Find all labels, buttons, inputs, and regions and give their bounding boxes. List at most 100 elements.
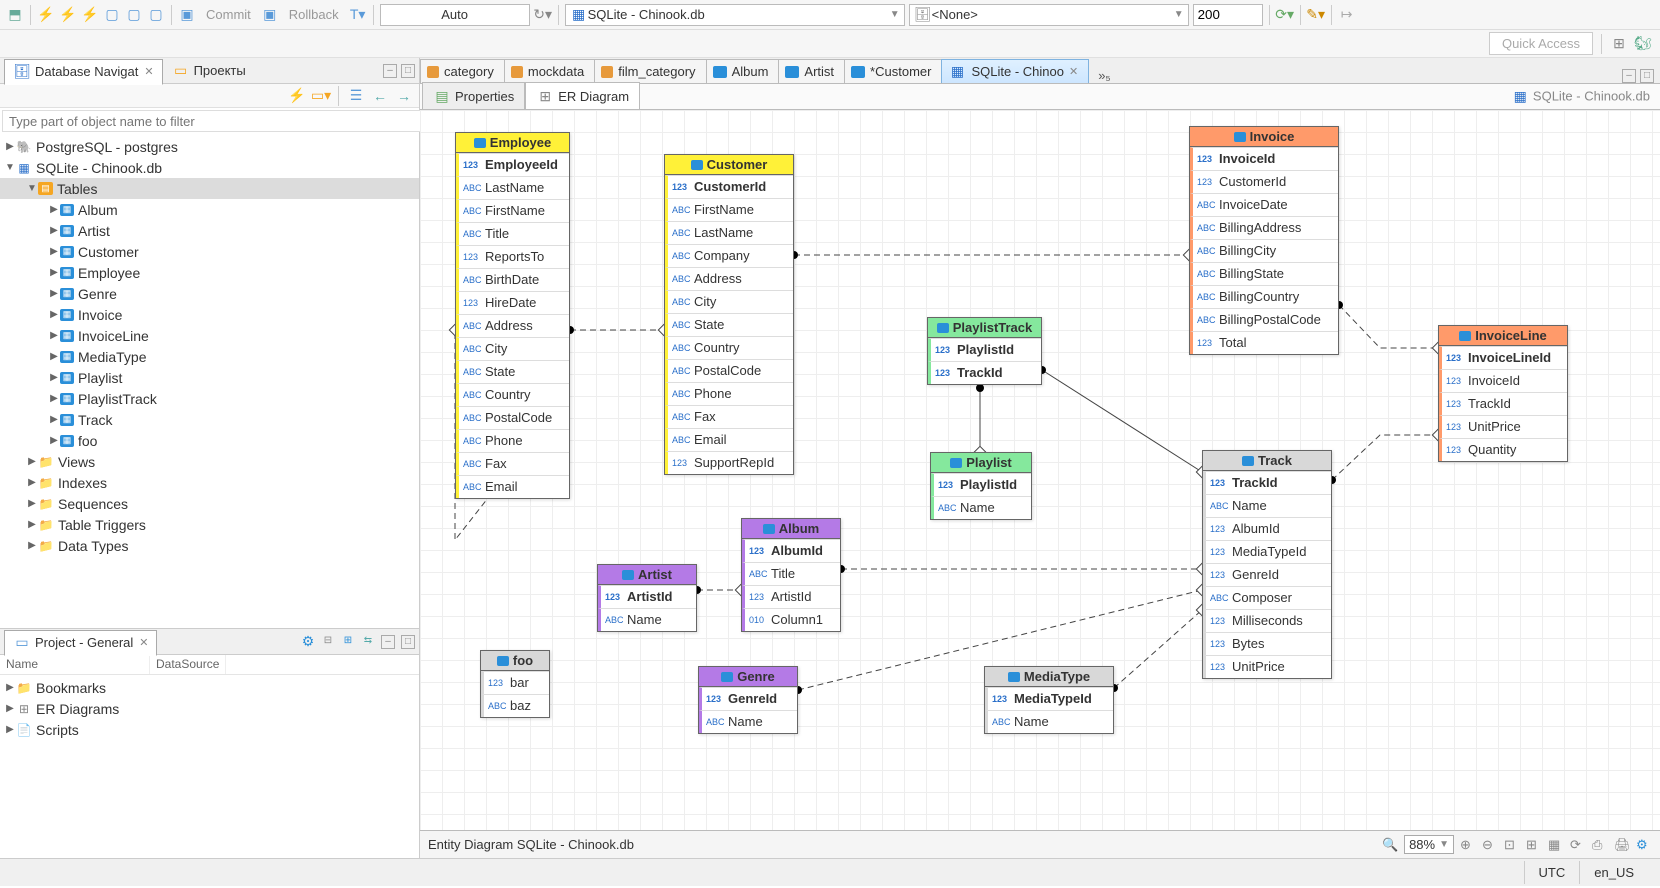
er-diagram-canvas[interactable]: Employee123EmployeeIdABCLastNameABCFirst… xyxy=(420,110,1660,830)
maximize-icon[interactable]: □ xyxy=(401,635,415,649)
tree-row[interactable]: ▶📄Scripts xyxy=(0,719,419,740)
export-icon[interactable]: ⎙ xyxy=(1592,837,1608,853)
tree-row[interactable]: ▶▦Playlist xyxy=(0,367,419,388)
tree-row[interactable]: ▶📁Sequences xyxy=(0,493,419,514)
refresh-icon[interactable]: ⟳ xyxy=(1570,837,1586,853)
txn-mode-combo[interactable]: Auto xyxy=(380,4,530,26)
project-tab[interactable]: ▭ Project - General✕ xyxy=(4,630,157,656)
txn-icon[interactable]: T▾ xyxy=(349,6,367,24)
commit-icon[interactable]: ▣ xyxy=(178,6,196,24)
tree-row[interactable]: ▼▦SQLite - Chinook.db xyxy=(0,157,419,178)
er-table-playlisttrack[interactable]: PlaylistTrack123PlaylistId123TrackId xyxy=(927,317,1042,385)
tree-row[interactable]: ▶▦PlaylistTrack xyxy=(0,388,419,409)
tab-overflow[interactable]: »₅ xyxy=(1092,68,1116,83)
filter-icon[interactable]: ☰ xyxy=(347,87,365,105)
tree-row[interactable]: ▶📁Views xyxy=(0,451,419,472)
close-icon[interactable]: ✕ xyxy=(1069,65,1078,78)
sql-editor-icon[interactable]: ▢ xyxy=(147,6,165,24)
editor-tab[interactable]: mockdata xyxy=(504,59,595,83)
sql-editor-icon[interactable]: ▢ xyxy=(125,6,143,24)
tree-row[interactable]: ▶🐘PostgreSQL - postgres xyxy=(0,136,419,157)
editor-tab[interactable]: Album xyxy=(706,59,780,83)
col-name[interactable]: Name xyxy=(0,655,150,674)
row-limit-input[interactable] xyxy=(1193,4,1263,26)
dbeaver-icon[interactable]: 🐿 xyxy=(1634,35,1652,53)
maximize-icon[interactable]: □ xyxy=(1640,69,1654,83)
editor-tab[interactable]: film_category xyxy=(594,59,706,83)
er-table-customer[interactable]: Customer123CustomerIdABCFirstNameABCLast… xyxy=(664,154,794,475)
tree-row[interactable]: ▶▦Customer xyxy=(0,241,419,262)
link-icon[interactable]: ⊞ xyxy=(341,635,355,649)
refresh-icon[interactable]: ⇆ xyxy=(361,635,375,649)
tree-row[interactable]: ▶📁Bookmarks xyxy=(0,677,419,698)
tree-row[interactable]: ▶▦foo xyxy=(0,430,419,451)
tree-row[interactable]: ▼▤Tables xyxy=(0,178,419,199)
tree-row[interactable]: ▶▦Genre xyxy=(0,283,419,304)
er-table-artist[interactable]: Artist123ArtistIdABCName xyxy=(597,564,697,632)
col-datasource[interactable]: DataSource xyxy=(150,655,226,674)
tree-row[interactable]: ▶📁Data Types xyxy=(0,535,419,556)
er-table-genre[interactable]: Genre123GenreIdABCName xyxy=(698,666,798,734)
er-table-track[interactable]: Track123TrackIdABCName123AlbumId123Media… xyxy=(1202,450,1332,679)
folder-icon[interactable]: ▭▾ xyxy=(312,87,330,105)
maximize-icon[interactable]: □ xyxy=(401,64,415,78)
rollback-button[interactable]: Rollback xyxy=(283,5,345,24)
zoom-in-icon[interactable]: ⊕ xyxy=(1460,837,1476,853)
minimize-icon[interactable]: ‒ xyxy=(383,64,397,78)
datasource-combo[interactable]: ▦ SQLite - Chinook.db▼ xyxy=(565,4,905,26)
layout-icon[interactable]: ▦ xyxy=(1548,837,1564,853)
editor-tab[interactable]: Artist xyxy=(778,59,845,83)
stop-icon[interactable]: ✎▾ xyxy=(1307,6,1325,24)
er-table-playlist[interactable]: Playlist123PlaylistIdABCName xyxy=(930,452,1032,520)
er-table-foo[interactable]: foo123barABCbaz xyxy=(480,650,550,718)
tree-row[interactable]: ▶📁Indexes xyxy=(0,472,419,493)
tree-row[interactable]: ▶⊞ER Diagrams xyxy=(0,698,419,719)
schema-combo[interactable]: 🗄 <None>▼ xyxy=(909,4,1189,26)
search-icon[interactable]: 🔍 xyxy=(1382,837,1398,853)
er-table-invoiceline[interactable]: InvoiceLine123InvoiceLineId123InvoiceId1… xyxy=(1438,325,1568,462)
navigator-filter-input[interactable] xyxy=(2,110,421,132)
collapse-icon[interactable]: ⊟ xyxy=(321,635,335,649)
connect-icon[interactable]: ⚡ xyxy=(288,87,306,105)
minimize-icon[interactable]: ‒ xyxy=(381,635,395,649)
zoom-fit-icon[interactable]: ⊡ xyxy=(1504,837,1520,853)
connect-icon[interactable]: ⚡ xyxy=(37,6,55,24)
tree-row[interactable]: ▶📁Table Triggers xyxy=(0,514,419,535)
settings-icon[interactable]: ⚙ xyxy=(1636,837,1652,853)
toolbar-icon[interactable]: ↦ xyxy=(1338,6,1356,24)
connect-icon[interactable]: ⚡ xyxy=(59,6,77,24)
toolbar-icon[interactable]: ⬒ xyxy=(6,6,24,24)
database-navigator-tab[interactable]: 🗄 Database Navigat✕ xyxy=(4,59,163,85)
editor-tab[interactable]: category xyxy=(420,59,505,83)
projects-tab[interactable]: ▭ Проекты xyxy=(163,58,255,84)
project-tree[interactable]: ▶📁Bookmarks▶⊞ER Diagrams▶📄Scripts xyxy=(0,675,419,858)
tree-row[interactable]: ▶▦Album xyxy=(0,199,419,220)
editor-tab[interactable]: ▦SQLite - Chinoo✕ xyxy=(941,59,1089,83)
perspective-icon[interactable]: ⊞ xyxy=(1610,35,1628,53)
er-table-album[interactable]: Album123AlbumIdABCTitle123ArtistId010Col… xyxy=(741,518,841,632)
er-table-invoice[interactable]: Invoice123InvoiceId123CustomerIdABCInvoi… xyxy=(1189,126,1339,355)
rollback-icon[interactable]: ▣ xyxy=(261,6,279,24)
back-icon[interactable]: ← xyxy=(371,87,389,105)
zoom-combo[interactable]: 88%▼ xyxy=(1404,835,1454,854)
quick-access-button[interactable]: Quick Access xyxy=(1489,32,1593,55)
tree-row[interactable]: ▶▦InvoiceLine xyxy=(0,325,419,346)
tree-row[interactable]: ▶▦Track xyxy=(0,409,419,430)
properties-tab[interactable]: ▤ Properties xyxy=(422,82,525,109)
editor-tab[interactable]: *Customer xyxy=(844,59,942,83)
forward-icon[interactable]: → xyxy=(395,87,413,105)
tree-row[interactable]: ▶▦Artist xyxy=(0,220,419,241)
commit-button[interactable]: Commit xyxy=(200,5,257,24)
tree-row[interactable]: ▶▦Employee xyxy=(0,262,419,283)
gear-icon[interactable]: ⚙ xyxy=(301,635,315,649)
close-icon[interactable]: ✕ xyxy=(139,636,148,649)
refresh-icon[interactable]: ⟳▾ xyxy=(1276,6,1294,24)
close-icon[interactable]: ✕ xyxy=(144,65,153,78)
print-icon[interactable]: 🖨 xyxy=(1614,837,1630,853)
history-icon[interactable]: ↻▾ xyxy=(534,6,552,24)
sql-editor-icon[interactable]: ▢ xyxy=(103,6,121,24)
tree-row[interactable]: ▶▦MediaType xyxy=(0,346,419,367)
er-diagram-tab[interactable]: ⊞ ER Diagram xyxy=(525,82,640,109)
grid-icon[interactable]: ⊞ xyxy=(1526,837,1542,853)
er-table-mediatype[interactable]: MediaType123MediaTypeIdABCName xyxy=(984,666,1114,734)
